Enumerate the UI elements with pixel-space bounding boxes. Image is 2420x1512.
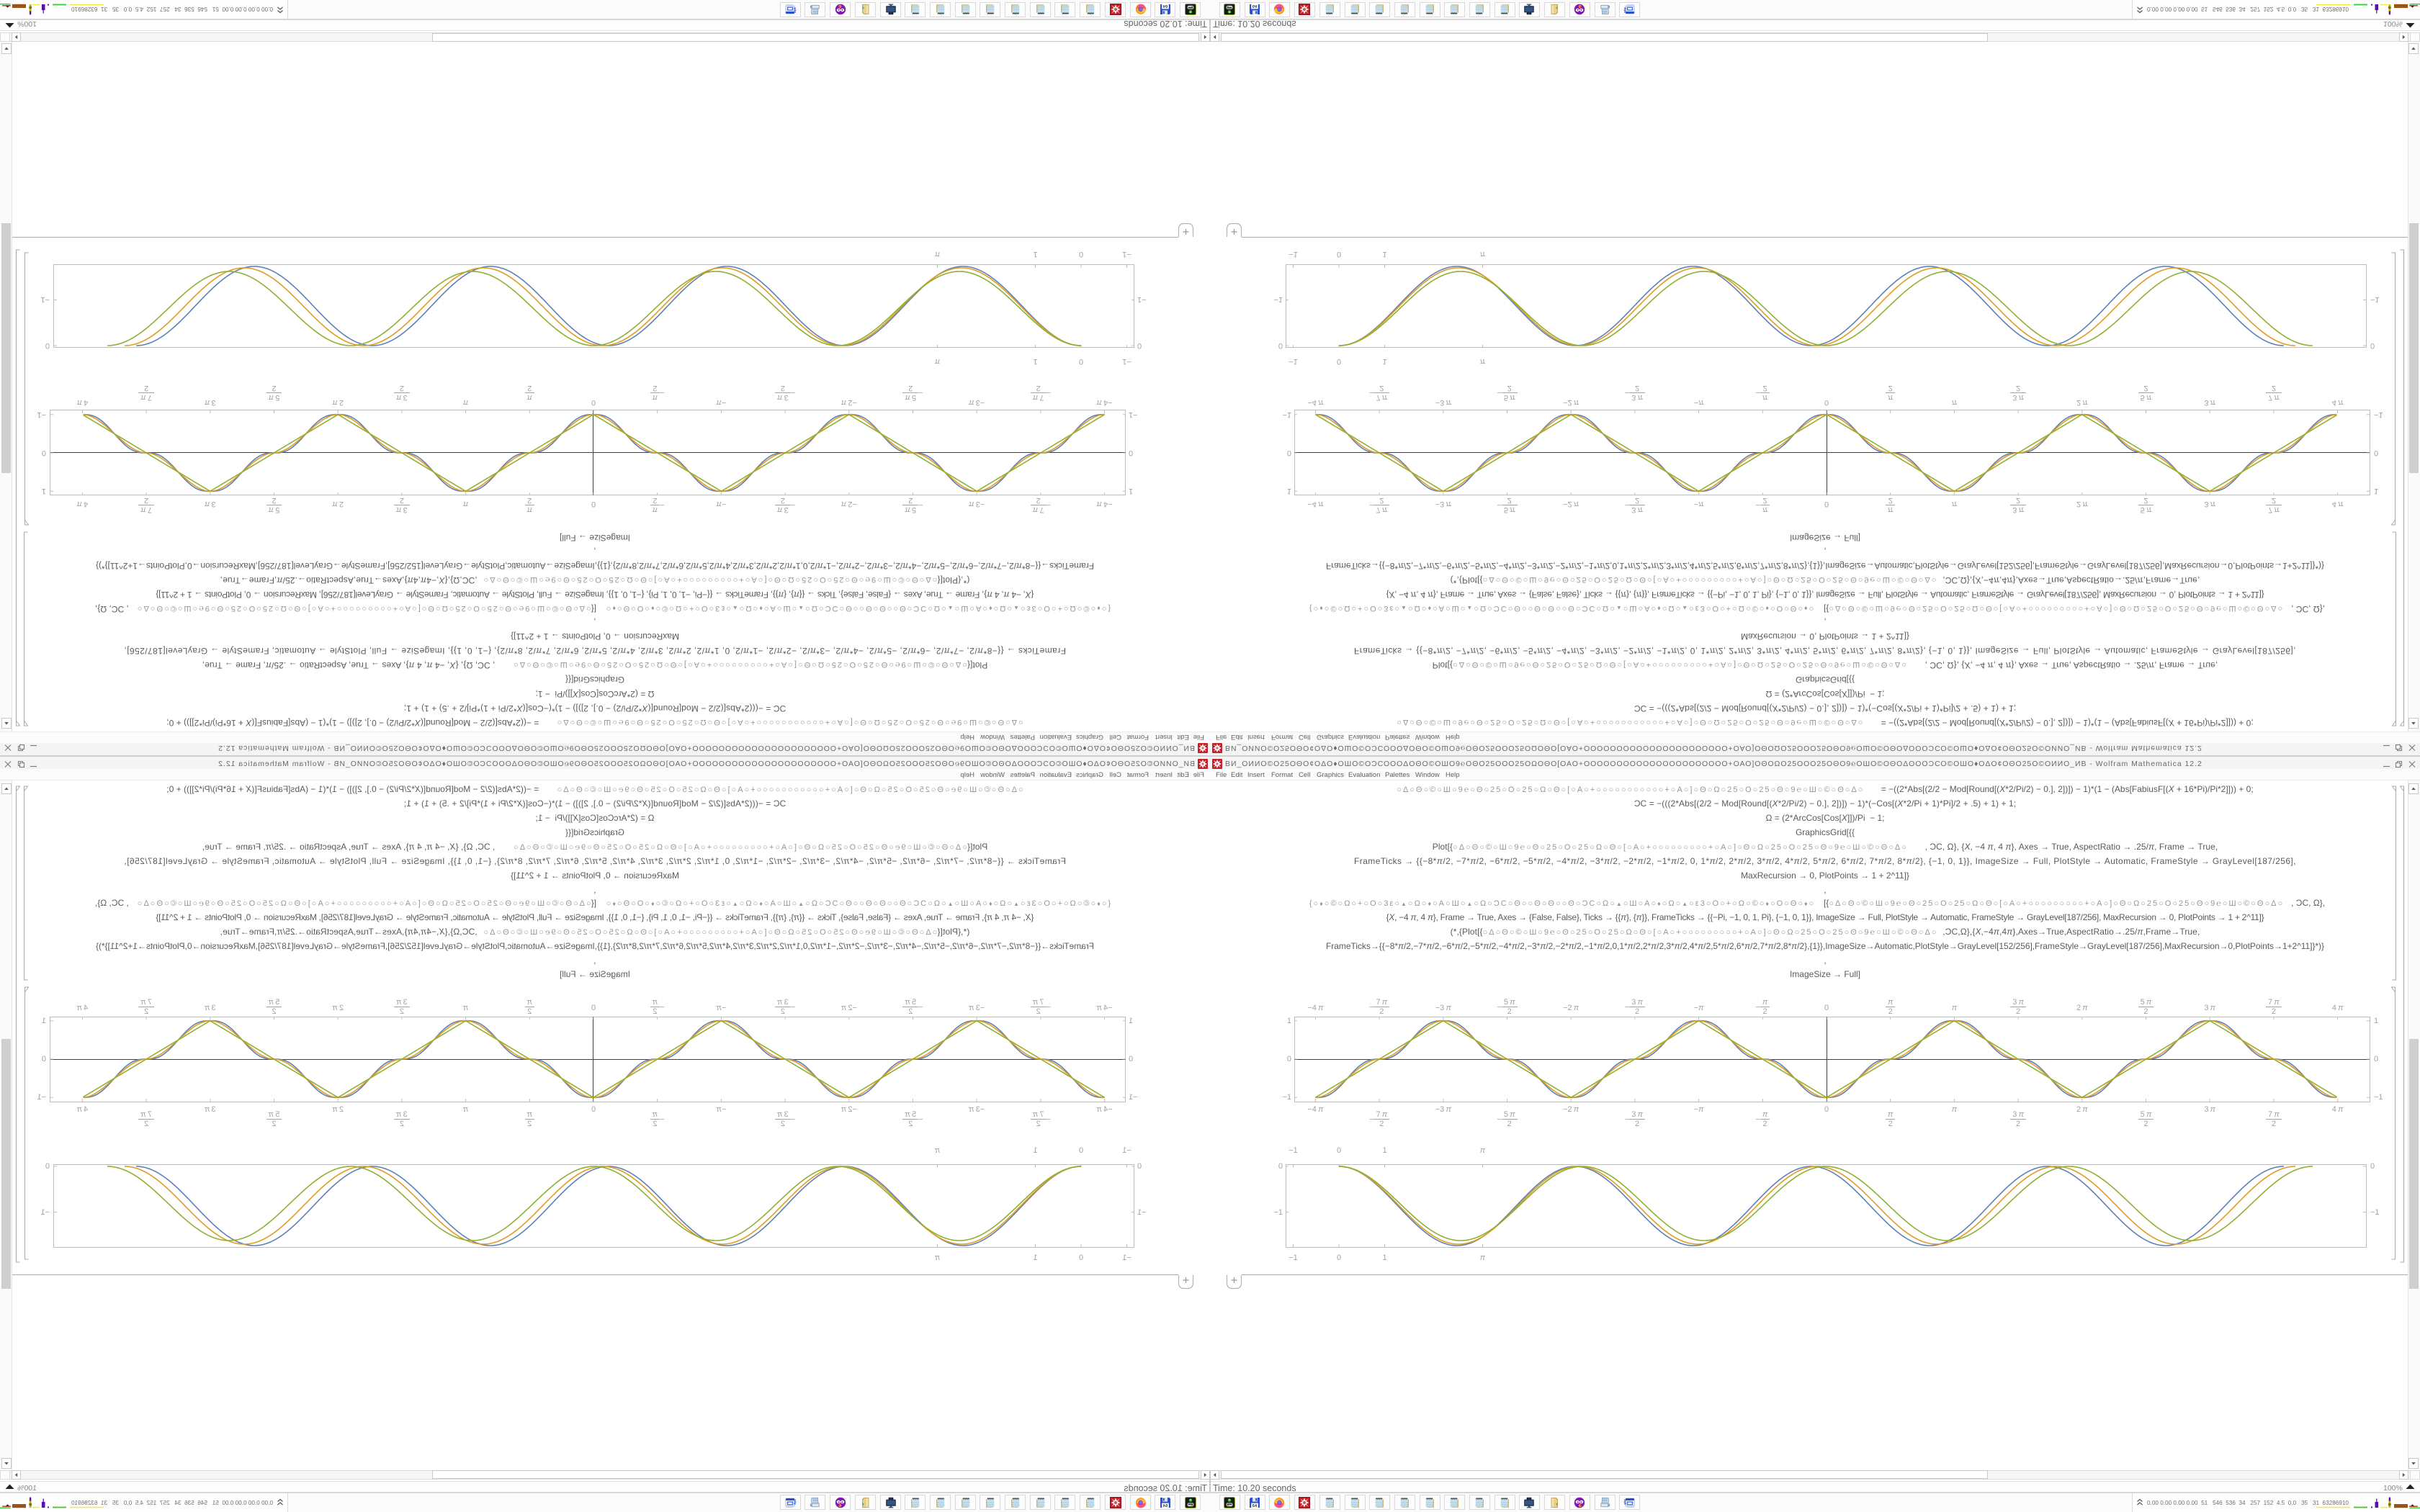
svg-text:64: 64 (1162, 4, 1168, 9)
svg-text:64: 64 (1252, 4, 1258, 9)
svg-text:64: 64 (1252, 1504, 1258, 1508)
svg-text:64: 64 (1162, 1504, 1168, 1508)
